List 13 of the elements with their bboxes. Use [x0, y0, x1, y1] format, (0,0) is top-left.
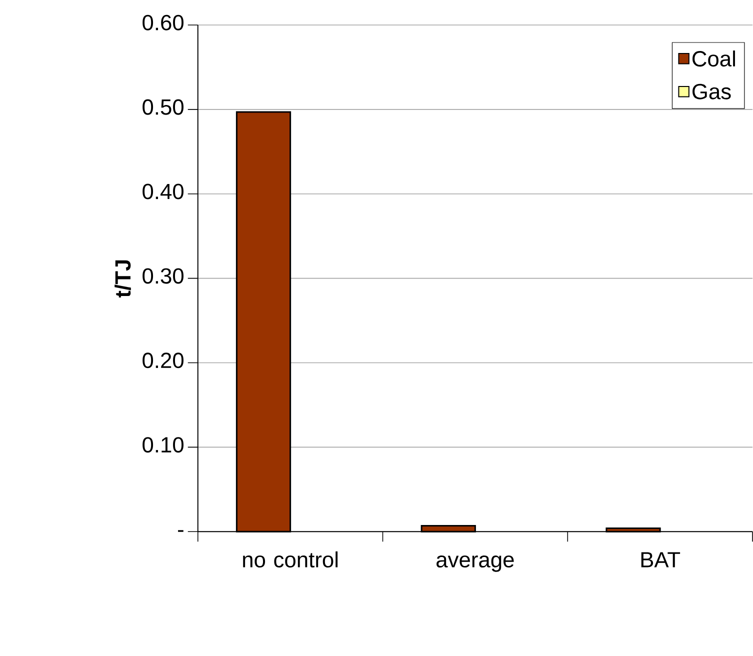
y-tick-label: 0.10 — [142, 437, 184, 453]
x-tick-label: average — [436, 556, 514, 572]
y-tick-label: 0.30 — [142, 268, 184, 284]
legend-label: Coal — [692, 50, 735, 67]
y-tick-label: 0.20 — [142, 352, 184, 368]
y-axis-title: t/TJ — [114, 260, 131, 298]
legend-label: Gas — [692, 84, 731, 100]
y-tick-label: 0.40 — [142, 184, 184, 200]
x-tick-label: no control — [243, 552, 338, 568]
y-tick-label: 0.60 — [142, 15, 184, 31]
x-tick-label: BAT — [641, 552, 680, 568]
y-tick-label: - — [178, 530, 184, 532]
y-tick-label: 0.50 — [142, 100, 184, 116]
